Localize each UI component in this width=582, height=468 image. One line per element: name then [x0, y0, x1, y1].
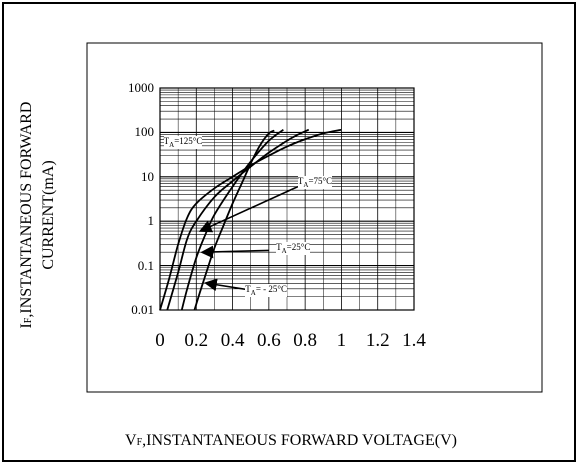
annotation-arrow-0 [198, 185, 299, 233]
series-line-3 [193, 129, 275, 311]
plot-area-border [159, 87, 415, 311]
grid-lines [160, 88, 414, 311]
chart-box [86, 42, 543, 393]
y-axis-title-line2: CURRENT(mA) [40, 160, 57, 270]
y-axis-title-rest: ,INSTANTANEOUS FORWARD [18, 101, 35, 318]
x-tick-label: 0.2 [184, 330, 209, 351]
y-tick-label: 1000 [128, 80, 154, 95]
y-axis-title: IF,INSTANTANEOUS FORWARD CURRENT(mA) [17, 65, 59, 365]
series-label-0: TA=125°C [163, 136, 203, 150]
y-axis-title-main: I [18, 323, 35, 329]
y-tick-label: 0.01 [131, 302, 154, 317]
x-tick-label: 0.6 [256, 330, 281, 351]
y-tick-label: 0.1 [137, 257, 154, 273]
y-tick-label: 1 [147, 213, 155, 229]
x-tick-label: 1.4 [402, 330, 426, 351]
figure-frame [2, 2, 576, 462]
x-axis-title-main: V [125, 432, 137, 449]
series-layer [159, 128, 342, 311]
series-label-1: TA=75°C [297, 176, 333, 190]
x-tick-label: 0.4 [220, 330, 245, 351]
y-axis-title-sub: F [23, 317, 34, 324]
annotation-arrow-1 [200, 245, 269, 259]
x-tick-label: 1 [336, 330, 347, 351]
series-line-2 [180, 128, 284, 311]
series-label-2: TA=25°C [276, 241, 311, 255]
x-tick-label: 0.8 [293, 330, 318, 351]
x-axis-title-sub: F [136, 437, 143, 448]
x-axis-title: VF,INSTANTANEOUS FORWARD VOLTAGE(V) [0, 432, 582, 450]
x-tick-label: 1.2 [365, 330, 390, 351]
series-label-3: TA= - 25°C [245, 284, 288, 297]
y-tick-label: 100 [134, 124, 155, 140]
x-axis-title-rest: ,INSTANTANEOUS FORWARD VOLTAGE(V) [142, 432, 457, 449]
series-line-0 [159, 128, 342, 311]
x-tick-label: 0 [155, 330, 165, 351]
y-tick-label: 10 [141, 168, 154, 184]
series-line-1 [166, 128, 310, 311]
